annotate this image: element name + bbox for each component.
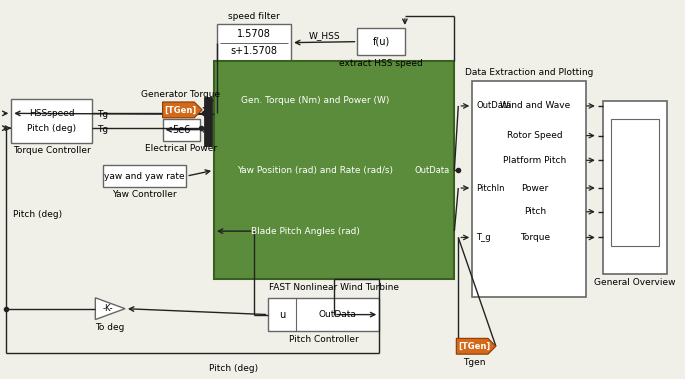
Text: OutData: OutData: [414, 166, 449, 175]
Polygon shape: [162, 102, 202, 118]
Text: Pitch: Pitch: [523, 207, 546, 216]
Text: Yaw Position (rad) and Rate (rad/s): Yaw Position (rad) and Rate (rad/s): [237, 166, 393, 175]
Text: Blade Pitch Angles (rad): Blade Pitch Angles (rad): [251, 227, 360, 236]
Text: Yaw Controller: Yaw Controller: [112, 190, 177, 199]
Text: OutData: OutData: [319, 310, 357, 319]
FancyBboxPatch shape: [103, 165, 186, 187]
FancyBboxPatch shape: [204, 97, 212, 146]
FancyBboxPatch shape: [217, 24, 291, 61]
Text: Generator Torque: Generator Torque: [141, 89, 220, 99]
Text: General Overview: General Overview: [594, 279, 675, 287]
Text: yaw and yaw rate: yaw and yaw rate: [105, 172, 185, 181]
FancyBboxPatch shape: [603, 101, 667, 274]
Text: Pitch (deg): Pitch (deg): [27, 124, 77, 133]
Polygon shape: [95, 298, 125, 319]
Text: Wind and Wave: Wind and Wave: [499, 102, 570, 110]
Text: Gen. Torque (Nm) and Power (W): Gen. Torque (Nm) and Power (W): [240, 96, 389, 105]
Text: T_g: T_g: [476, 233, 490, 242]
Text: Pitch (deg): Pitch (deg): [13, 210, 62, 219]
FancyBboxPatch shape: [610, 119, 659, 246]
FancyBboxPatch shape: [214, 61, 454, 279]
Text: PitchIn: PitchIn: [476, 183, 505, 193]
FancyBboxPatch shape: [358, 28, 405, 55]
Text: Pitch (deg): Pitch (deg): [209, 363, 258, 373]
Text: Power: Power: [521, 183, 548, 193]
Text: -K-: -K-: [103, 304, 114, 313]
Text: [TGen]: [TGen]: [458, 342, 490, 351]
Text: Tgen: Tgen: [463, 357, 486, 366]
Text: f(u): f(u): [373, 37, 390, 47]
Text: HSSspeed: HSSspeed: [29, 109, 75, 118]
Text: Rotor Speed: Rotor Speed: [507, 131, 562, 140]
Text: Pitch Controller: Pitch Controller: [289, 335, 359, 344]
Text: Tg: Tg: [97, 110, 108, 119]
Text: FAST Nonlinear Wind Turbine: FAST Nonlinear Wind Turbine: [269, 283, 399, 293]
Text: speed filter: speed filter: [228, 13, 280, 22]
Text: u: u: [279, 310, 286, 319]
FancyBboxPatch shape: [472, 81, 586, 297]
Polygon shape: [456, 338, 496, 354]
Text: Platform Pitch: Platform Pitch: [503, 156, 566, 165]
Text: Data Extraction and Plotting: Data Extraction and Plotting: [465, 68, 593, 77]
Text: 5e6: 5e6: [172, 125, 190, 135]
Text: 1.5708: 1.5708: [237, 29, 271, 39]
Text: Torque Controller: Torque Controller: [13, 146, 90, 155]
Text: s+1.5708: s+1.5708: [231, 46, 277, 56]
FancyBboxPatch shape: [11, 99, 92, 143]
Text: Torque: Torque: [520, 233, 550, 242]
Text: Electrical Power: Electrical Power: [145, 144, 217, 153]
Text: extract HSS speed: extract HSS speed: [339, 59, 423, 68]
Text: Tg: Tg: [97, 125, 108, 134]
Text: To deg: To deg: [95, 323, 125, 332]
Text: [TGen]: [TGen]: [164, 105, 197, 114]
FancyBboxPatch shape: [269, 298, 379, 331]
Text: W_HSS: W_HSS: [308, 31, 340, 40]
FancyBboxPatch shape: [162, 119, 200, 141]
Text: OutData: OutData: [476, 102, 511, 110]
